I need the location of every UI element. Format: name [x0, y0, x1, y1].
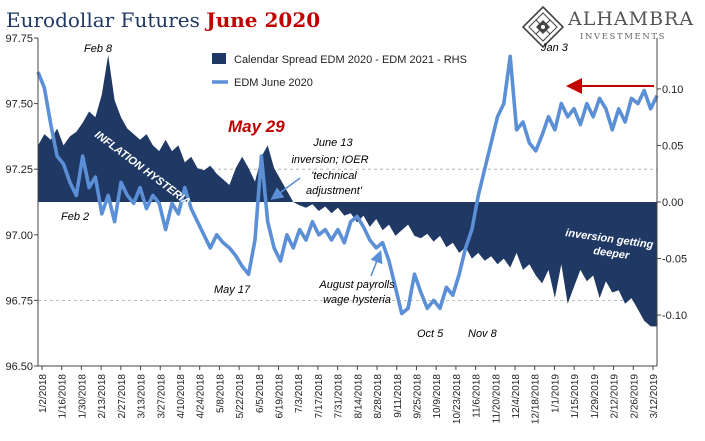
x-tick-label: 12/4/2018: [511, 374, 522, 419]
x-tick-label: 1/15/2019: [570, 374, 581, 419]
right-tick-label: -0.05: [662, 254, 687, 266]
x-tick-label: 7/31/2018: [334, 374, 345, 419]
annotation-label: Feb 2: [61, 211, 89, 223]
x-tick-label: 6/5/2018: [255, 374, 266, 413]
june13-arrow: [270, 177, 301, 200]
x-tick-label: 1/30/2018: [77, 374, 88, 419]
annotation-label: Nov 8: [468, 328, 498, 340]
annotation-label: May 17: [214, 284, 251, 296]
x-tick-label: 2/13/2018: [97, 374, 108, 419]
legend-swatch-spread: [212, 53, 226, 64]
x-tick-label: 6/19/2018: [275, 374, 286, 419]
x-tick-label: 4/24/2018: [196, 374, 207, 419]
annotation-label: June 13: [312, 137, 353, 149]
annotation-label: deeper: [593, 245, 631, 262]
annotation-label: wage hysteria: [323, 294, 391, 306]
x-tick-label: 11/20/2018: [491, 374, 502, 424]
right-tick-label: 0.00: [662, 197, 683, 209]
left-tick-label: 97.25: [5, 164, 33, 176]
annotation-label: adjustment': [306, 185, 363, 197]
annotation-label: Feb 8: [84, 43, 113, 55]
right-tick-label: 0.10: [662, 84, 683, 96]
x-tick-label: 1/29/2019: [590, 374, 601, 419]
x-tick-label: 5/8/2018: [215, 374, 226, 413]
x-tick-label: 1/2/2018: [38, 374, 49, 413]
x-tick-label: 11/6/2018: [472, 374, 483, 418]
x-tick-label: 8/14/2018: [353, 374, 364, 419]
chart-title: Eurodollar Futures June 2020: [6, 8, 320, 32]
x-tick-label: 2/12/2019: [610, 374, 621, 419]
logo-name: ALHAMBRA: [568, 8, 695, 30]
x-tick-label: 1/1/2019: [550, 374, 561, 413]
x-tick-label: 5/22/2018: [235, 374, 246, 419]
left-tick-label: 96.50: [5, 361, 33, 373]
chart-title-prefix: Eurodollar Futures: [6, 8, 207, 32]
x-tick-label: 3/12/2019: [649, 374, 660, 419]
right-tick-label: 0.05: [662, 140, 683, 152]
annotation-label: inversion; IOER: [291, 154, 368, 166]
chart-title-highlight: June 2020: [206, 8, 321, 32]
x-tick-label: 9/11/2018: [393, 374, 404, 418]
annotation-label: August payrolls: [318, 279, 395, 291]
legend-label-edm: EDM June 2020: [234, 77, 313, 89]
left-tick-label: 97.75: [5, 33, 33, 45]
legend-label-spread: Calendar Spread EDM 2020 - EDM 2021 - RH…: [234, 54, 467, 66]
annotation-label: May 29: [228, 117, 285, 136]
logo-subtitle: INVESTMENTS: [580, 32, 667, 42]
spread-area: [38, 55, 657, 327]
august-arrow: [370, 250, 383, 277]
alhambra-logo: ALHAMBRA INVESTMENTS: [522, 4, 702, 50]
x-tick-label: 7/17/2018: [314, 374, 325, 419]
x-tick-label: 3/13/2018: [137, 374, 148, 419]
left-tick-label: 97.00: [5, 230, 33, 242]
annotation-label: Jan 3: [540, 42, 569, 54]
x-tick-label: 9/25/2018: [412, 374, 423, 419]
diamond-lattice-icon: [522, 6, 564, 48]
x-tick-label: 3/27/2018: [156, 374, 167, 419]
annotation-label: 'technical: [311, 170, 357, 182]
x-tick-label: 4/10/2018: [176, 374, 187, 419]
x-tick-label: 8/28/2018: [373, 374, 384, 419]
left-tick-label: 97.50: [5, 99, 33, 111]
x-tick-label: 2/26/2019: [629, 374, 640, 419]
right-tick-label: -0.10: [662, 310, 687, 322]
x-tick-label: 10/9/2018: [432, 374, 443, 419]
edm-line: [36, 54, 659, 316]
x-tick-label: 1/16/2018: [58, 374, 69, 419]
x-tick-label: 10/23/2018: [452, 374, 463, 424]
x-tick-label: 2/27/2018: [117, 374, 128, 419]
x-tick-label: 7/3/2018: [294, 374, 305, 413]
left-tick-label: 96.75: [5, 295, 33, 307]
annotation-label: Oct 5: [417, 328, 444, 340]
x-tick-label: 12/18/2018: [531, 374, 542, 424]
